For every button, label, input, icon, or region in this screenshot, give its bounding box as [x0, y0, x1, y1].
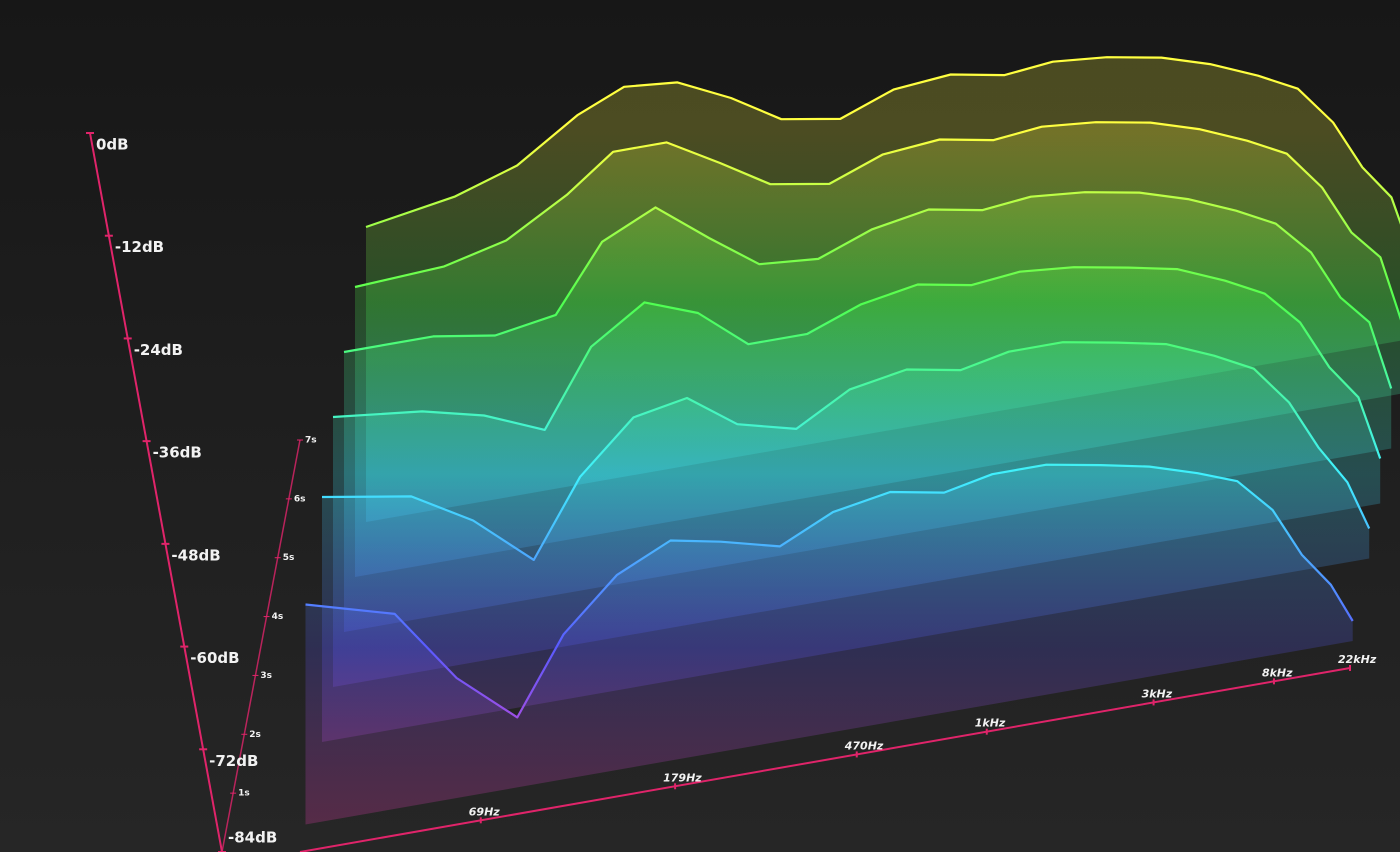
time-tick-label: 4s: [272, 612, 284, 622]
spectrum-line: [321, 341, 1371, 561]
spectrum-line: [332, 266, 1382, 459]
time-tick-label: 5s: [283, 553, 295, 563]
spectrum-line: [365, 56, 1400, 229]
spectrum-line: [343, 191, 1393, 389]
axes: 0dB -12dB -24dB -36dB -48dB -60dB -72dB -84dB 69…: [86, 132, 1377, 852]
db-tick-label: -72dB: [209, 752, 258, 770]
spectrum-line: [305, 463, 1354, 719]
freq-tick-label: 1kHz: [975, 717, 1006, 730]
time-axis: [221, 439, 301, 852]
time-tick-label: 6s: [294, 494, 306, 504]
surfaces: [305, 56, 1400, 825]
db-tick-label: -60dB: [190, 649, 239, 667]
freq-tick-label: 470Hz: [844, 739, 884, 752]
time-tick-label: 2s: [249, 730, 261, 740]
freq-tick-label: 8kHz: [1262, 666, 1293, 679]
spectrum-line: [354, 121, 1400, 321]
freq-tick-label: 69Hz: [469, 805, 501, 818]
db-tick-label: -12dB: [115, 238, 164, 256]
time-tick-label: 1s: [238, 789, 250, 799]
freq-tick-label: 179Hz: [663, 771, 702, 784]
db-tick-label: -24dB: [134, 341, 183, 359]
freq-tick-label: 22kHz: [1338, 653, 1377, 666]
db-tick-label: 0dB: [96, 136, 129, 154]
spectrum-fill: [305, 464, 1353, 825]
db-tick-label: -84dB: [228, 829, 277, 847]
freq-tick-label: 3kHz: [1142, 687, 1173, 700]
db-axis: [89, 132, 223, 852]
freq-axis: [299, 667, 1351, 852]
time-tick-label: 3s: [260, 671, 272, 681]
db-tick-label: -48dB: [171, 546, 220, 564]
time-tick-label: 7s: [305, 436, 317, 446]
db-tick-label: -36dB: [153, 444, 202, 462]
